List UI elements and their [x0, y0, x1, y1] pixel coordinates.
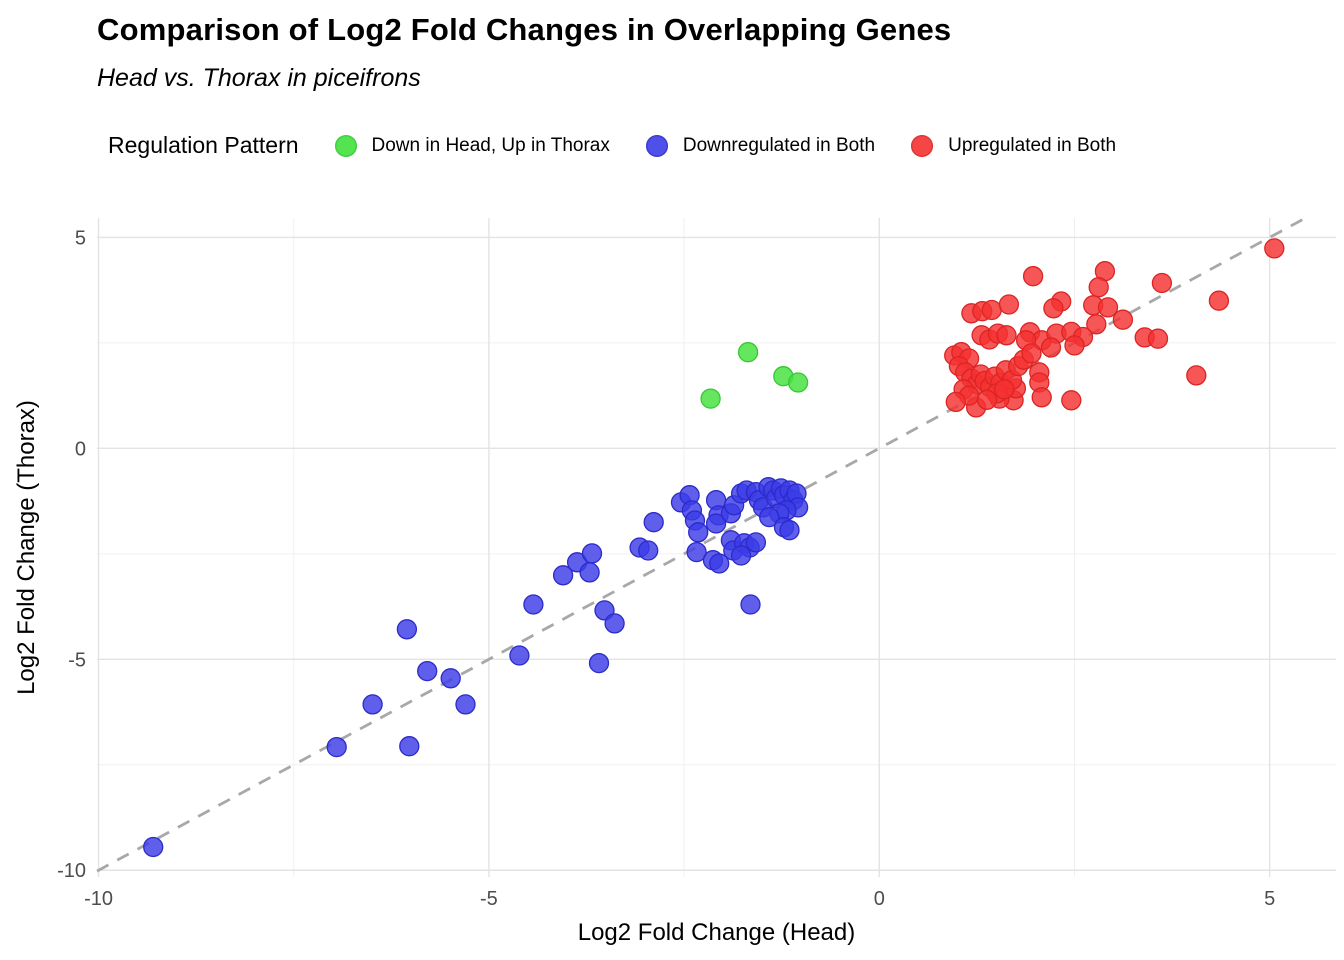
data-point: [945, 391, 966, 413]
legend-item-2: Upregulated in Both: [911, 134, 1117, 157]
data-point: [1021, 343, 1042, 364]
data-point: [709, 553, 730, 574]
legend-key-dot-icon: [911, 134, 934, 157]
series-0: [700, 342, 809, 409]
legend-item-1: Downregulated in Both: [645, 134, 876, 157]
data-point: [1022, 266, 1044, 287]
data-point: [326, 736, 347, 758]
data-point: [581, 543, 603, 564]
data-point: [552, 565, 574, 586]
y-axis-title: Log2 Fold Change (Thorax): [13, 400, 40, 695]
data-point: [417, 660, 438, 682]
data-point: [745, 532, 767, 553]
data-point: [440, 668, 461, 689]
data-point: [1061, 390, 1082, 411]
data-point: [362, 694, 383, 715]
data-point: [455, 694, 476, 715]
data-point: [740, 594, 761, 615]
svg-text:0: 0: [75, 438, 86, 460]
svg-text:-5: -5: [480, 888, 498, 910]
data-point: [1086, 314, 1107, 335]
legend: Regulation Pattern Down in Head, Up in T…: [108, 132, 1116, 159]
svg-text:-10: -10: [57, 860, 86, 882]
legend-item-label: Upregulated in Both: [948, 134, 1117, 156]
minor-gridlines: [97, 218, 1336, 877]
legend-key-dot-icon: [334, 134, 357, 157]
chart-title: Comparison of Log2 Fold Changes in Overl…: [97, 12, 952, 47]
data-point: [143, 836, 164, 858]
series-1: [143, 477, 809, 858]
svg-text:-5: -5: [68, 649, 86, 671]
data-point: [700, 388, 721, 409]
svg-text:-10: -10: [84, 888, 113, 910]
data-point: [1043, 298, 1064, 319]
data-point: [787, 372, 809, 393]
data-point: [998, 294, 1020, 315]
legend-item-0: Down in Head, Up in Thorax: [334, 134, 610, 157]
data-point: [399, 736, 420, 757]
data-point: [686, 541, 707, 563]
data-point: [994, 379, 1015, 400]
data-point: [730, 545, 752, 566]
data-point: [509, 645, 530, 666]
legend-title: Regulation Pattern: [108, 132, 299, 158]
series-2: [944, 238, 1285, 418]
legend-key-dot-icon: [645, 134, 668, 157]
svg-text:5: 5: [75, 227, 86, 249]
data-point: [1088, 277, 1109, 298]
data-point: [737, 342, 759, 363]
data-point: [779, 520, 800, 541]
data-point: [996, 325, 1017, 346]
data-point: [1112, 309, 1134, 330]
data-point: [579, 562, 600, 583]
data-point: [1186, 365, 1207, 386]
data-point: [1264, 238, 1285, 259]
svg-text:5: 5: [1264, 888, 1275, 910]
chart-subtitle: Head vs. Thorax in piceifrons: [97, 64, 421, 92]
data-point: [1097, 297, 1119, 318]
legend-item-label: Downregulated in Both: [682, 134, 876, 156]
data-point: [1208, 290, 1230, 311]
data-point: [705, 513, 727, 534]
data-point: [976, 389, 998, 410]
y-tick-labels: 5 0 -5 -10: [57, 227, 86, 882]
svg-text:0: 0: [874, 888, 885, 910]
data-point: [1031, 387, 1052, 408]
data-point: [588, 652, 610, 674]
major-gridlines: [97, 218, 1336, 877]
data-point: [981, 299, 1002, 321]
data-point: [604, 613, 625, 634]
data-point: [523, 594, 544, 615]
legend-item-label: Down in Head, Up in Thorax: [371, 134, 610, 156]
data-point: [1040, 337, 1062, 358]
data-point: [643, 512, 664, 533]
data-point: [759, 506, 780, 528]
data-point: [1147, 328, 1169, 349]
x-axis-title: Log2 Fold Change (Head): [578, 919, 856, 946]
data-point: [1064, 335, 1085, 356]
x-tick-labels: -10 -5 0 5: [84, 888, 1275, 910]
data-point: [396, 619, 418, 640]
data-point: [688, 522, 709, 543]
data-point: [638, 540, 659, 561]
data-point: [1151, 272, 1173, 294]
